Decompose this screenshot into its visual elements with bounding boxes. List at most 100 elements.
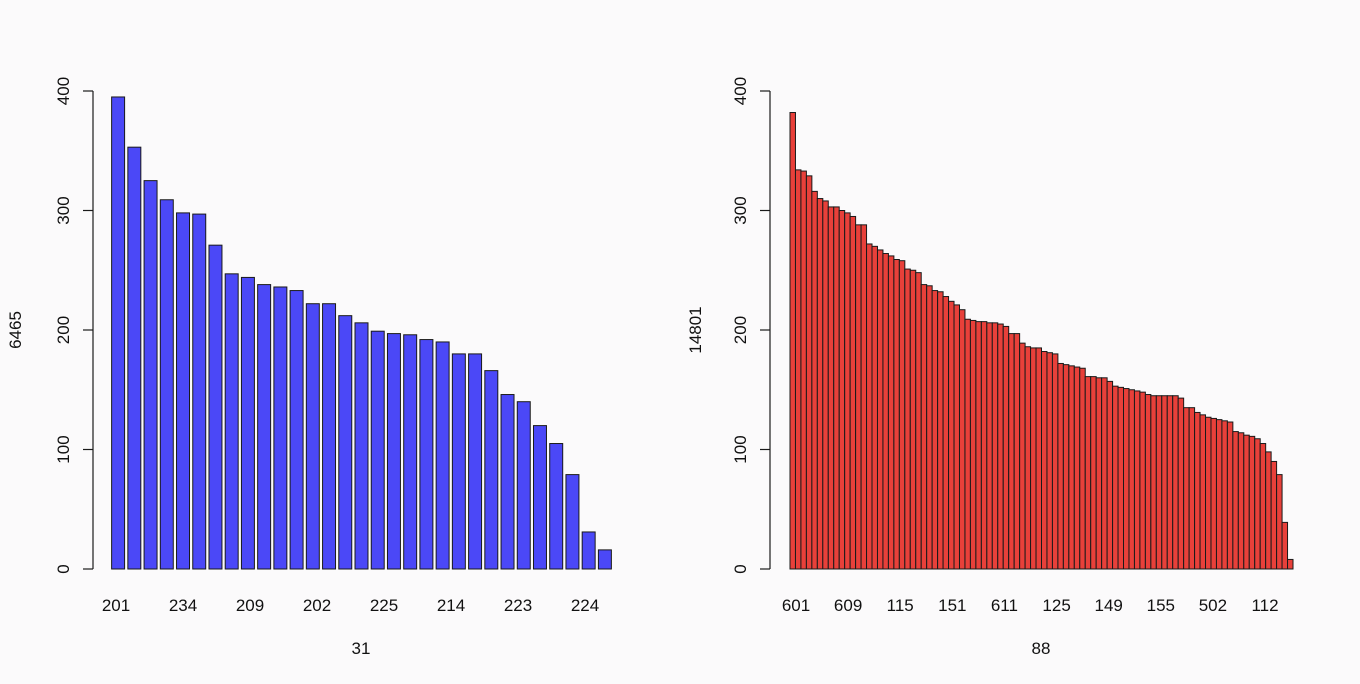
left-x-tick-label: 234 [169, 596, 197, 615]
left-bar [435, 341, 450, 570]
right-x-tick-label: 151 [938, 596, 966, 615]
right-bar [1232, 431, 1239, 570]
right-bar [1270, 460, 1278, 570]
left-bar [224, 273, 239, 570]
right-bar [1002, 325, 1010, 570]
right-bar [1046, 352, 1053, 570]
right-bar [997, 323, 1004, 570]
right-bar [1079, 367, 1086, 570]
left-bar [192, 213, 207, 570]
right-x-tick-label: 609 [834, 596, 862, 615]
left-bar-chart: 0 100 200 300 400 201 234 209 202 225 214 223 224 3… [6, 77, 612, 658]
right-bar [1035, 347, 1043, 570]
right-bar [1226, 421, 1234, 570]
right-x-tick-label: 115 [887, 596, 914, 615]
left-bar [273, 286, 288, 570]
left-bar [581, 531, 596, 570]
left-bar [468, 353, 483, 570]
left-bar [111, 96, 126, 570]
left-x-tick-label: 223 [504, 596, 532, 615]
right-bar [991, 322, 999, 570]
right-bar [915, 272, 922, 570]
right-bar [1287, 558, 1294, 570]
left-x-tick-label: 201 [102, 596, 130, 615]
right-bar [1172, 395, 1179, 570]
left-bars [111, 96, 612, 570]
right-bar [1254, 438, 1261, 570]
right-bar-chart: 0 100 200 300 400 601 609 115 151 611 125 149 155 50… [686, 77, 1294, 658]
left-bar [565, 474, 580, 570]
right-bar [1051, 353, 1059, 570]
right-bar [1150, 395, 1157, 570]
left-bar [370, 330, 385, 570]
right-bar [871, 245, 878, 570]
left-bar [208, 244, 223, 570]
right-bar [1123, 388, 1130, 570]
right-bar [986, 322, 993, 570]
right-bar [920, 284, 928, 570]
right-bar [1073, 366, 1081, 570]
right-bar [942, 296, 950, 570]
right-bar [1013, 333, 1021, 570]
right-bar [909, 269, 917, 570]
left-x-axis-label: 31 [352, 639, 371, 658]
left-y-tick-label: 100 [54, 435, 73, 463]
right-bar [1144, 394, 1152, 570]
right-bar [1199, 414, 1207, 570]
right-bar [844, 212, 851, 570]
left-y-tick-label: 400 [54, 77, 73, 105]
right-bar [882, 253, 889, 570]
right-x-tick-label: 149 [1095, 596, 1123, 615]
left-bar [532, 425, 547, 570]
right-bar [855, 224, 862, 570]
right-bar [833, 206, 840, 570]
left-bar [127, 146, 142, 570]
right-bar [1243, 434, 1250, 570]
right-bar [1161, 395, 1168, 570]
right-bar [893, 259, 900, 570]
left-bar [338, 315, 353, 570]
right-bar [1177, 397, 1185, 570]
right-bar [1281, 521, 1289, 570]
left-bar [322, 303, 337, 570]
right-bar [1030, 347, 1037, 570]
left-bar [386, 333, 401, 570]
right-bar [811, 190, 818, 570]
right-bar [1084, 376, 1092, 570]
right-bar [904, 268, 911, 570]
right-x-tick-label: 601 [782, 596, 810, 615]
right-y-tick-label: 0 [731, 564, 750, 573]
right-bar [1041, 351, 1048, 570]
left-bar [176, 212, 191, 570]
right-bar [1188, 407, 1196, 570]
right-bar [1259, 443, 1267, 570]
right-bar [1237, 432, 1245, 570]
right-bar [1183, 407, 1190, 570]
right-bar [1133, 390, 1141, 570]
right-bar [1008, 333, 1015, 570]
right-bar [1139, 391, 1146, 570]
right-y-tick-label: 300 [731, 196, 750, 224]
right-y-tick-label: 200 [731, 316, 750, 344]
right-bar [898, 260, 906, 570]
right-bar [1062, 364, 1070, 570]
right-bar [1194, 411, 1201, 570]
left-bar [451, 353, 466, 570]
right-bar [1101, 377, 1108, 570]
left-x-tick-label: 214 [437, 596, 465, 615]
left-x-tick-label: 224 [571, 596, 599, 615]
right-bar [1276, 474, 1283, 570]
right-bar [980, 321, 988, 570]
left-y-tick-label: 200 [54, 316, 73, 344]
left-bar [143, 180, 158, 570]
right-bar [958, 309, 966, 570]
left-bar [289, 290, 304, 570]
left-bar [484, 370, 499, 570]
right-bar [975, 321, 982, 570]
right-bar [822, 200, 829, 570]
right-bar [1215, 419, 1223, 570]
right-bar [1095, 377, 1103, 570]
left-y-tick-label: 300 [54, 196, 73, 224]
right-y-axis-label: 14801 [686, 306, 705, 353]
